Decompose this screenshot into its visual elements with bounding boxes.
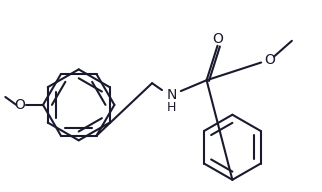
Text: O: O: [212, 32, 223, 46]
Text: N: N: [167, 88, 177, 102]
Text: O: O: [14, 98, 25, 112]
Text: O: O: [265, 53, 276, 67]
Text: H: H: [167, 101, 176, 114]
